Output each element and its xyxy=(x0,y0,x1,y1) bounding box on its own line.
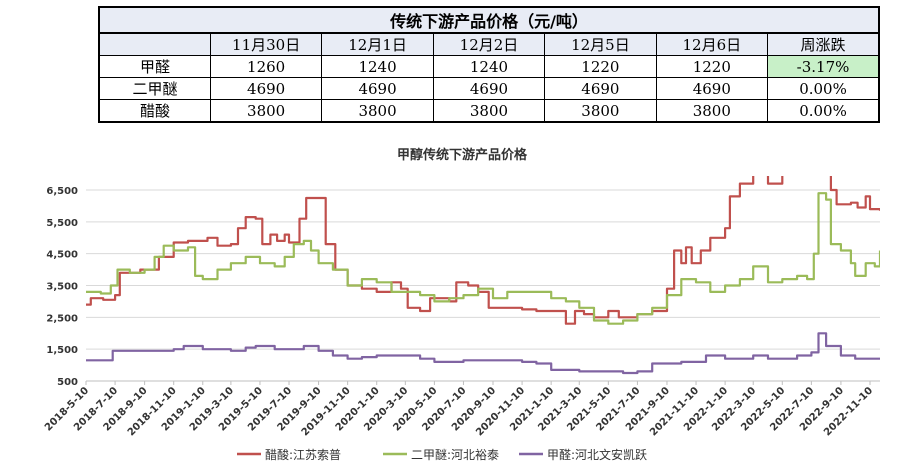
price-cell: 4690 xyxy=(321,77,434,100)
y-tick-label: 5,500 xyxy=(46,218,78,229)
price-cell: 4690 xyxy=(432,77,546,100)
price-table-body: 传统下游产品价格（元/吨） 11月30日 12月1日 12月2日 12月5日 12月6日周… xyxy=(97,6,881,123)
y-tick-label: 1,500 xyxy=(46,345,78,356)
legend-label: 甲醛:河北文安凯跃 xyxy=(547,447,647,462)
table-row: 甲醛 1260 1240 1240 1220 1220 -3.17% xyxy=(97,55,881,78)
legend-label: 醋酸:江苏索普 xyxy=(265,447,341,462)
y-tick-label: 3,500 xyxy=(46,282,78,293)
y-tick-label: 2,500 xyxy=(46,313,78,324)
column-header: 12月1日 xyxy=(321,32,434,56)
series-line-0 xyxy=(86,176,880,325)
y-axis-ticks: 500 1,500 2,500 3,500 4,500 5,500 6,500 xyxy=(46,186,78,388)
grid-lines xyxy=(86,189,880,382)
chart-title: 甲醇传统下游产品价格 xyxy=(397,147,528,163)
table-header-row: 11月30日 12月1日 12月2日 12月5日 12月6日 周涨跌 xyxy=(97,32,881,56)
row-label: 二甲醚 xyxy=(97,77,211,100)
price-cell: 3800 xyxy=(432,99,546,123)
row-label: 甲醛 xyxy=(97,55,211,78)
column-header: 12月5日 xyxy=(544,32,657,56)
series-lines xyxy=(86,176,880,375)
table-title: 传统下游产品价格（元/吨） xyxy=(98,6,880,34)
price-cell: 1260 xyxy=(209,55,323,78)
weekly-change-cell: -3.17% xyxy=(767,55,881,78)
x-axis-ticks: 2018-5-102018-7-102018-9-102018-11-10201… xyxy=(43,381,875,438)
price-cell: 1220 xyxy=(655,55,769,78)
price-cell: 4690 xyxy=(544,77,657,100)
weekly-change-cell: 0.00% xyxy=(767,77,881,100)
legend-label: 二甲醚:河北裕泰 xyxy=(411,447,499,462)
price-cell: 3800 xyxy=(321,99,434,123)
price-table: 传统下游产品价格（元/吨） 11月30日 12月1日 12月2日 12月5日 12月6日周… xyxy=(97,6,881,123)
price-cell: 3800 xyxy=(209,99,323,123)
table-row: 醋酸 3800 3800 3800 3800 3800 0.00% xyxy=(97,99,881,123)
legend: 醋酸:江苏索普 二甲醚:河北裕泰 甲醛:河北文安凯跃 xyxy=(237,447,647,462)
series-line-1 xyxy=(86,192,880,325)
series-line-2 xyxy=(86,332,880,375)
price-cell: 1240 xyxy=(432,55,546,78)
price-cell: 4690 xyxy=(209,77,323,100)
column-header: 周涨跌 xyxy=(767,32,881,56)
price-cell: 3800 xyxy=(655,99,769,123)
column-header: 12月6日 xyxy=(655,32,769,56)
y-tick-label: 500 xyxy=(57,377,78,388)
y-tick-label: 6,500 xyxy=(46,186,78,197)
weekly-change-cell: 0.00% xyxy=(767,99,881,123)
y-tick-label: 4,500 xyxy=(46,250,78,261)
price-cell: 4690 xyxy=(655,77,769,100)
table-row: 二甲醚 4690 4690 4690 4690 4690 0.00% xyxy=(97,77,881,100)
column-header: 11月30日 xyxy=(209,32,323,56)
